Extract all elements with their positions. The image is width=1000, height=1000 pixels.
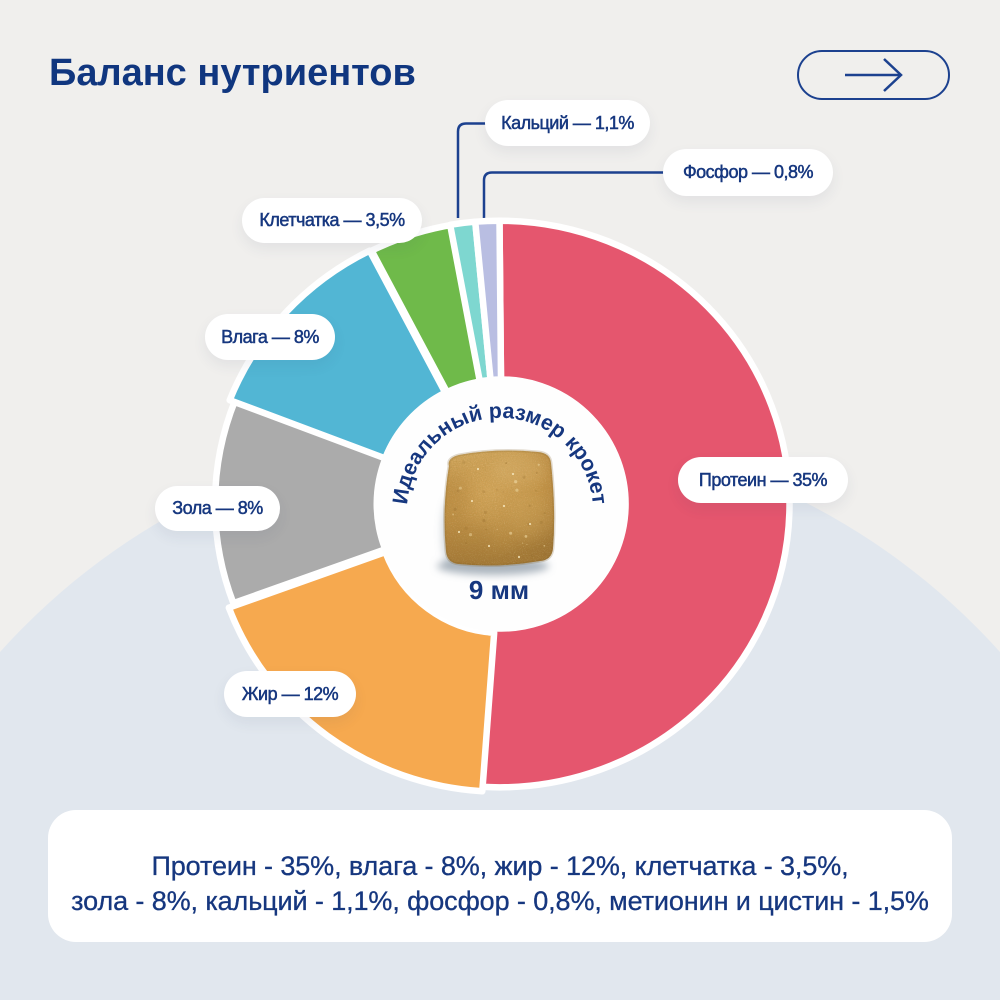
svg-text:9 мм: 9 мм	[469, 575, 529, 605]
